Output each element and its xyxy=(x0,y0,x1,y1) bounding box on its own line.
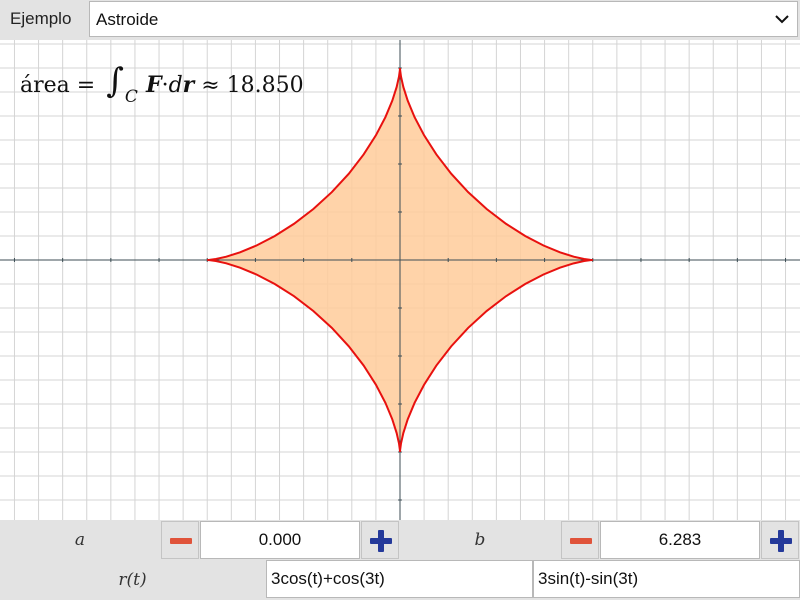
minus-icon xyxy=(570,538,592,544)
plus-icon xyxy=(370,530,392,552)
area-prefix: área = xyxy=(20,73,103,98)
increment-a-button[interactable] xyxy=(361,521,399,559)
curve-plot xyxy=(0,40,800,520)
field-symbol: F xyxy=(145,72,162,98)
param-r-label: r(t) xyxy=(118,570,147,590)
minus-icon xyxy=(170,538,192,544)
area-value: 18.850 xyxy=(226,73,304,98)
plus-icon xyxy=(770,530,792,552)
differential-d: d xyxy=(168,73,183,98)
parametric-curve xyxy=(207,67,593,453)
top-bar: Ejemplo Astroide xyxy=(0,0,800,40)
approx-symbol: ≈ xyxy=(194,73,227,98)
parameter-panel: a 0.000 b 6.283 r(t) 3cos(t)+cos(3t) 3si… xyxy=(0,520,800,600)
position-vector: r xyxy=(182,72,195,98)
increment-b-button[interactable] xyxy=(761,521,799,559)
decrement-b-button[interactable] xyxy=(561,521,599,559)
curve-subscript: C xyxy=(124,87,138,107)
chevron-down-icon xyxy=(775,15,789,24)
example-select[interactable]: Astroide xyxy=(89,1,798,37)
area-readout: área = ∫ C F · d r ≈ 18.850 xyxy=(20,61,304,107)
param-a-value[interactable]: 0.000 xyxy=(200,521,360,559)
dot-operator: · xyxy=(161,73,169,98)
plot-area[interactable]: área = ∫ C F · d r ≈ 18.850 xyxy=(0,40,800,520)
param-a-label: a xyxy=(74,530,86,550)
param-b-label: b xyxy=(474,530,486,550)
axes xyxy=(0,40,800,520)
example-label: Ejemplo xyxy=(10,9,72,28)
x-expression-input[interactable]: 3cos(t)+cos(3t) xyxy=(266,560,533,598)
y-expression-input[interactable]: 3sin(t)-sin(3t) xyxy=(533,560,800,598)
decrement-a-button[interactable] xyxy=(161,521,199,559)
param-b-value[interactable]: 6.283 xyxy=(600,521,760,559)
integral-symbol: ∫ xyxy=(106,61,124,101)
example-select-value: Astroide xyxy=(96,10,159,29)
